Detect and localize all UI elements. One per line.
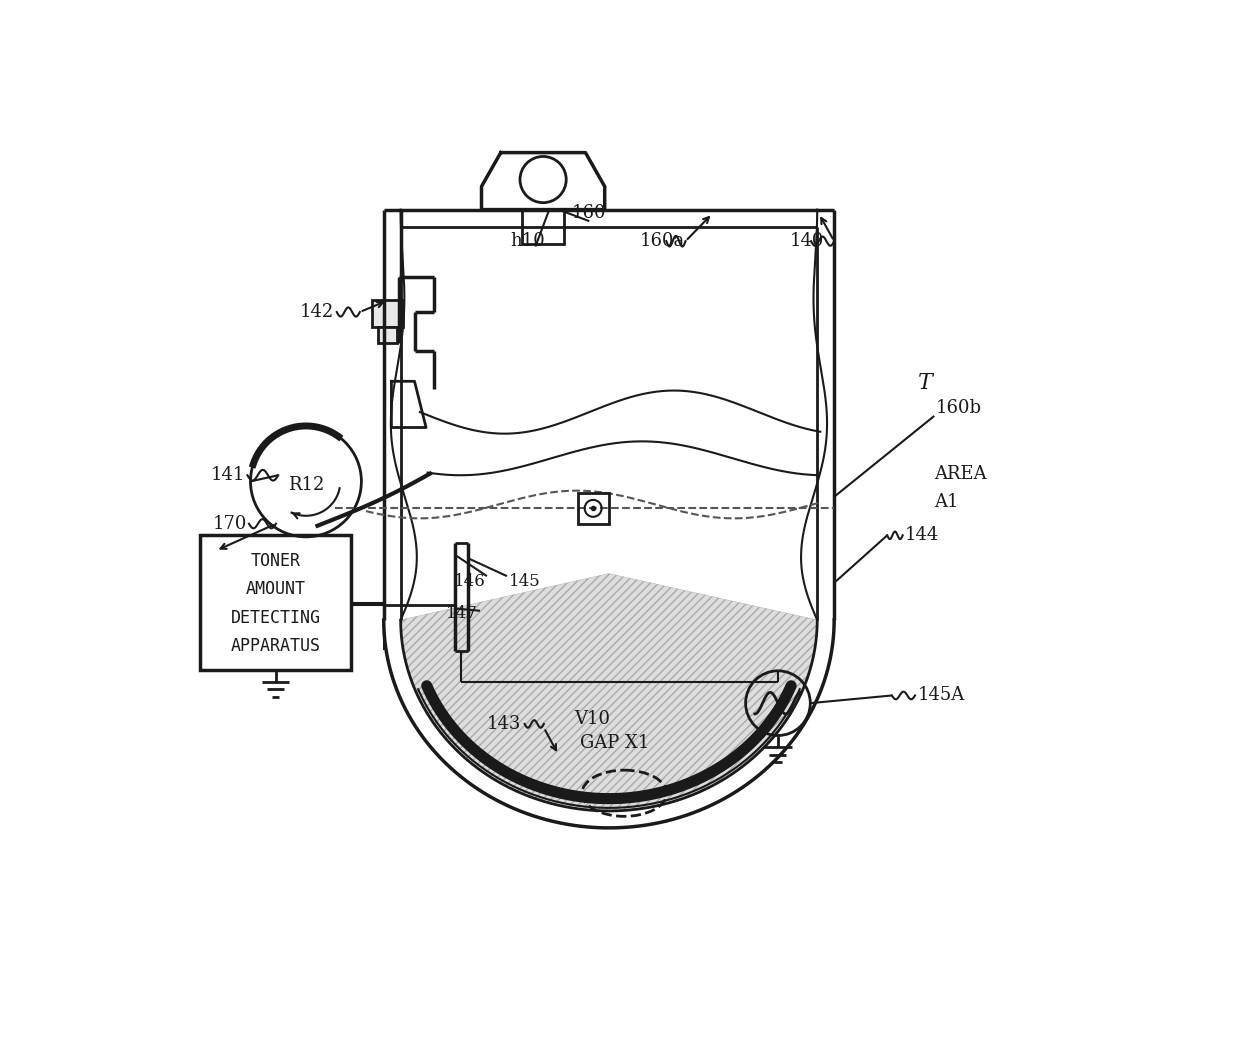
Text: AMOUNT: AMOUNT (246, 580, 305, 598)
Text: 144: 144 (905, 527, 939, 544)
Text: V10: V10 (574, 709, 610, 727)
Bar (522, 210, 564, 244)
Bar (201, 535, 351, 670)
Text: GAP X1: GAP X1 (580, 735, 650, 753)
Text: 147: 147 (445, 605, 477, 622)
Text: 142: 142 (299, 303, 334, 321)
Text: DETECTING: DETECTING (231, 608, 320, 626)
Text: 160: 160 (572, 205, 606, 223)
Text: 160b: 160b (936, 400, 982, 418)
Text: 160a: 160a (640, 232, 684, 250)
Text: TONER: TONER (250, 551, 300, 569)
Text: 145: 145 (508, 573, 541, 590)
Text: 170: 170 (212, 515, 247, 533)
Bar (578, 493, 609, 524)
Text: A1: A1 (934, 493, 959, 511)
Text: APPARATUS: APPARATUS (231, 637, 320, 655)
Bar (378, 328, 397, 342)
Polygon shape (401, 573, 817, 811)
Text: AREA: AREA (934, 464, 987, 482)
Text: R12: R12 (288, 476, 324, 494)
Text: 146: 146 (454, 573, 485, 590)
Text: T: T (919, 372, 934, 394)
Text: 145A: 145A (918, 687, 965, 705)
Text: 143: 143 (487, 714, 522, 732)
Bar (372, 300, 403, 328)
Text: 140: 140 (790, 232, 823, 250)
Text: 141: 141 (211, 466, 246, 484)
Text: h10: h10 (511, 232, 546, 250)
